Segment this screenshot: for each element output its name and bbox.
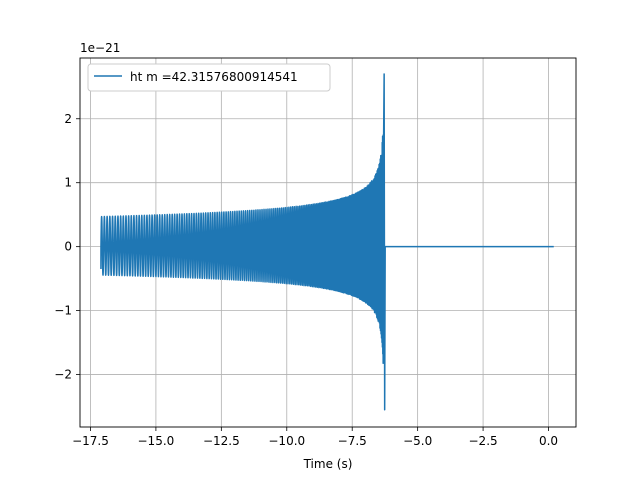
legend-box xyxy=(87,63,331,92)
waveform-series xyxy=(100,73,554,411)
y-tick-label: 0 xyxy=(64,240,72,254)
x-tick-label: −2.5 xyxy=(469,434,498,448)
y-axis-ticks: −2 −1 0 1 2 xyxy=(54,112,80,382)
x-tick-label: 0.0 xyxy=(539,434,558,448)
x-axis-ticks: −17.5 −15.0 −12.5 −10.0 −7.5 −5.0 −2.5 0.0 xyxy=(72,427,558,448)
y-tick-label: −1 xyxy=(54,304,72,318)
plot-frame xyxy=(79,57,577,428)
y-tick-label: −2 xyxy=(54,368,72,382)
waveform-line xyxy=(100,73,554,411)
y-tick-label: 2 xyxy=(64,112,72,126)
x-axis-label: Time (s) xyxy=(303,457,353,471)
x-tick-label: −7.5 xyxy=(338,434,367,448)
x-tick-label: −15.0 xyxy=(138,434,175,448)
x-tick-label: −17.5 xyxy=(72,434,109,448)
x-tick-label: −5.0 xyxy=(403,434,432,448)
legend: ht m =42.31576800914541 xyxy=(87,63,331,92)
y-tick-label: 1 xyxy=(64,176,72,190)
x-tick-label: −12.5 xyxy=(203,434,240,448)
y-scale-offset-label: 1e−21 xyxy=(80,41,120,55)
legend-label: ht m =42.31576800914541 xyxy=(130,70,298,84)
x-tick-label: −10.0 xyxy=(268,434,305,448)
